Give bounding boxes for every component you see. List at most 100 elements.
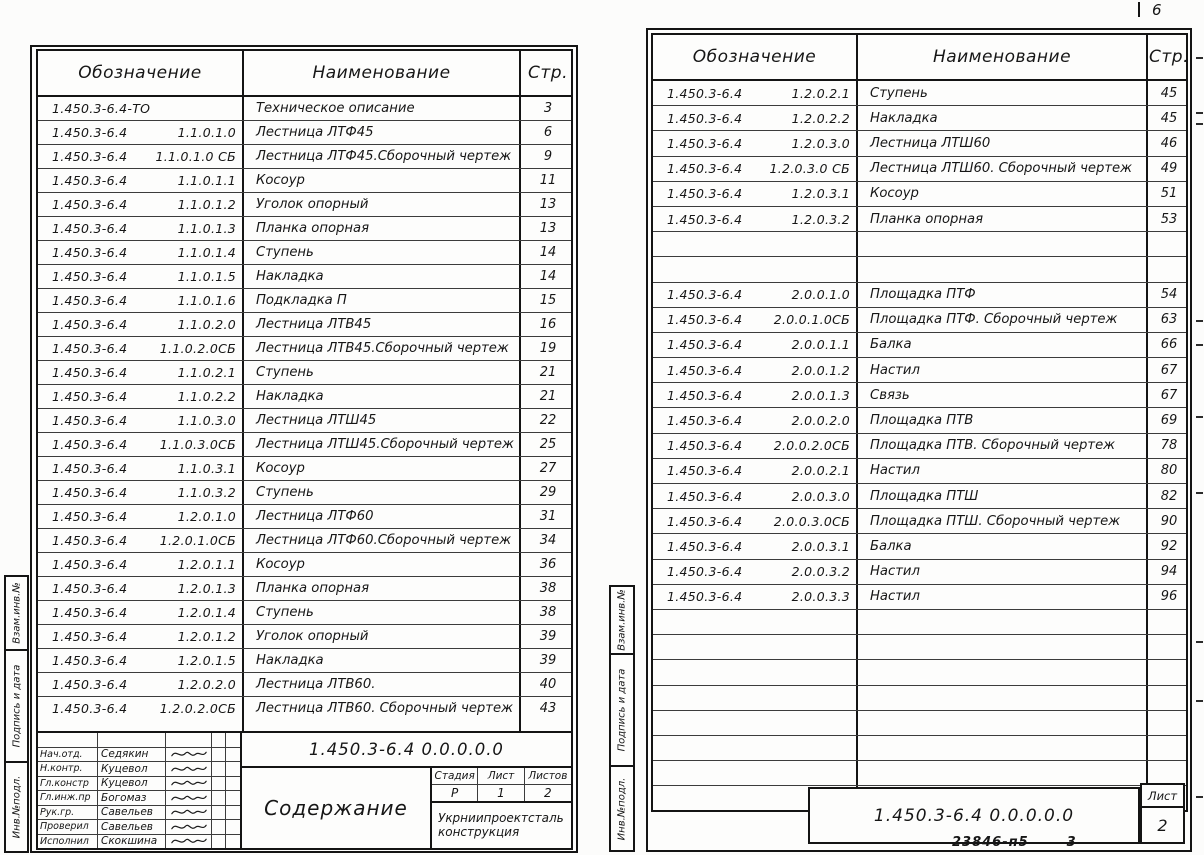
table-row: 1.450.3-6.4 2.0.0.2.0СБ Площадка ПТВ. Сбо… [653, 433, 1186, 459]
page-cell: 40 [539, 677, 557, 692]
name-cell: Лестница ЛТФ45.Сборочный чертеж [244, 145, 521, 168]
name-cell: Балка [858, 332, 1148, 358]
name-cell: Планка опорная [244, 217, 521, 240]
designation-cell [653, 635, 858, 660]
signature-scribble-icon [166, 820, 212, 834]
table-row: 1.450.3-6.4 2.0.0.3.0СБ Площадка ПТШ. Сбо… [653, 509, 1186, 535]
scan-mark [1196, 416, 1203, 418]
corner-tick-mark [1138, 2, 1140, 17]
title-block: Нач.отд. Седякин Н.контр. Куцевол [36, 731, 573, 850]
signer-name: Савельев [98, 805, 166, 819]
designation-cell: 1.450.3-6.4 2.0.0.2.1 [653, 458, 858, 483]
signer-role: Н.контр. [38, 762, 98, 776]
designation-cell: 1.450.3-6.4 1.2.0.2.0 [38, 673, 244, 696]
name-cell: Лестница ЛТВ60. Сборочный чертеж [244, 697, 521, 720]
signature-row: Нач.отд. Седякин [38, 746, 240, 761]
name-column-header: Наименование [858, 35, 1148, 79]
stamp-code: 23846-п5 [952, 835, 1029, 850]
name-cell: Косоур [858, 181, 1148, 206]
name-cell: Косоур [244, 457, 521, 480]
designation-cell: 1.450.3-6.4 1.2.0.1.5 [38, 649, 244, 672]
page-cell: 22 [539, 413, 557, 428]
page-cell: 53 [1160, 211, 1178, 227]
designation-cell [653, 660, 858, 685]
sheets-label: Листов [528, 770, 568, 782]
page-cell: 43 [539, 701, 557, 716]
designation-column-header: Обозначение [38, 51, 244, 95]
designation-cell: 1.450.3-6.4 2.0.0.1.1 [653, 332, 858, 358]
table-row [653, 635, 1186, 661]
name-cell: Планка опорная [244, 577, 521, 600]
table-row: 1.450.3-6.4 1.2.0.1.0 Лестница ЛТФ60 31 [38, 505, 571, 529]
document-number: 1.450.3-6.4 0.0.0.0.0 [242, 733, 571, 768]
page-cell [1148, 232, 1190, 256]
name-cell: Ступень [244, 481, 521, 504]
sheet-number-box: 2 [1140, 808, 1185, 844]
signer-name: Скокшина [98, 834, 166, 848]
page-cell: 14 [539, 269, 557, 284]
table-body: 1.450.3-6.4 1.2.0.2.1 Ступень 45 1.450.3-… [653, 81, 1186, 811]
table-row: 1.450.3-6.4 1.1.0.2.1 Ступень 21 [38, 361, 571, 385]
scan-mark [1196, 344, 1203, 346]
strip-label: Инв.№подл. [616, 777, 628, 840]
page-cell: 14 [539, 245, 557, 260]
name-cell [858, 257, 1148, 282]
scan-mark [1196, 492, 1203, 494]
signer-name: Савельев [98, 820, 166, 834]
page-cell: 15 [539, 293, 557, 308]
name-cell: Лестница ЛТШ45 [244, 409, 521, 432]
scan-mark [1196, 320, 1203, 322]
table-row: 1.450.3-6.4 1.1.0.1.4 Ступень 14 [38, 241, 571, 265]
table-row [653, 735, 1186, 762]
designation-cell: 1.450.3-6.4 2.0.0.3.1 [653, 534, 858, 559]
designation-cell [653, 685, 858, 710]
table-row: 1.450.3-6.4 1.2.0.1.1 Косоур 36 [38, 553, 571, 577]
designation-cell [653, 257, 858, 282]
table-row: 1.450.3-6.4 1.2.0.2.2 Накладка 45 [653, 106, 1186, 132]
table-row: 1.450.3-6.4 1.2.0.1.5 Накладка 39 [38, 649, 571, 673]
contents-table-left: Обозначение Наименование Стр. 1.450.3-6.… [36, 49, 573, 758]
signature-row: Проверил Савельев [38, 819, 240, 834]
name-cell [858, 635, 1148, 660]
designation-cell [653, 761, 858, 786]
margin-strip-right: Взам.инв.№ Подпись и дата Инв.№подл. [609, 585, 635, 852]
name-cell: Косоур [244, 553, 521, 576]
name-cell: Балка [858, 534, 1148, 559]
designation-cell: 1.450.3-6.4 2.0.0.3.0 [653, 484, 858, 509]
name-cell: Лестница ЛТФ45 [244, 121, 521, 144]
designation-cell: 1.450.3-6.4 1.1.0.2.0СБ [38, 337, 244, 360]
page-column-header: Стр. [528, 63, 568, 83]
designation-cell: 1.450.3-6.4 1.2.0.3.0 [653, 131, 858, 156]
scan-mark [1196, 57, 1203, 59]
page-cell: 82 [1160, 488, 1178, 504]
name-cell: Настил [858, 559, 1148, 584]
stage-header-row: Стадия Лист Листов [432, 768, 571, 785]
table-row [653, 660, 1186, 686]
table-row: 1.450.3-6.4 1.1.0.3.1 Косоур 27 [38, 457, 571, 481]
strip-label: Взам.инв.№ [616, 589, 628, 651]
designation-cell: 1.450.3-6.4 2.0.0.1.2 [653, 358, 858, 383]
table-row: 1.450.3-6.4 1.1.0.3.2 Ступень 29 [38, 481, 571, 505]
designation-cell: 1.450.3-6.4 1.2.0.1.3 [38, 577, 244, 600]
page-cell [1148, 736, 1190, 760]
strip-label: Взам.инв.№ [11, 582, 22, 644]
designation-cell: 1.450.3-6.4 1.2.0.2.2 [653, 106, 858, 131]
table-row: 1.450.3-6.4 1.1.0.1.6 Подкладка П 15 [38, 289, 571, 313]
signature-scribble-icon [166, 762, 212, 776]
name-cell [858, 735, 1148, 761]
table-row: 1.450.3-6.4 2.0.0.3.3 Настил 96 [653, 584, 1186, 610]
name-cell: Лестница ЛТШ60 [858, 131, 1148, 156]
page-cell [1148, 257, 1190, 281]
page-cell: 45 [1160, 85, 1178, 101]
designation-cell: 1.450.3-6.4 1.1.0.3.0 [38, 409, 244, 432]
margin-strip-left: Взам.инв.№ Подпись и дата Инв.№подл. [4, 575, 29, 853]
name-cell: Накладка [244, 385, 521, 408]
page-cell: 38 [539, 605, 557, 620]
designation-cell: 1.450.3-6.4 1.2.0.2.1 [653, 81, 858, 106]
table-row [653, 609, 1186, 636]
designation-cell [653, 710, 858, 735]
page-cell [1148, 660, 1190, 684]
table-row: 1.450.3-6.4 1.1.0.1.2 Уголок опорный 13 [38, 193, 571, 217]
designation-cell: 1.450.3-6.4 1.1.0.1.0 [38, 121, 244, 144]
